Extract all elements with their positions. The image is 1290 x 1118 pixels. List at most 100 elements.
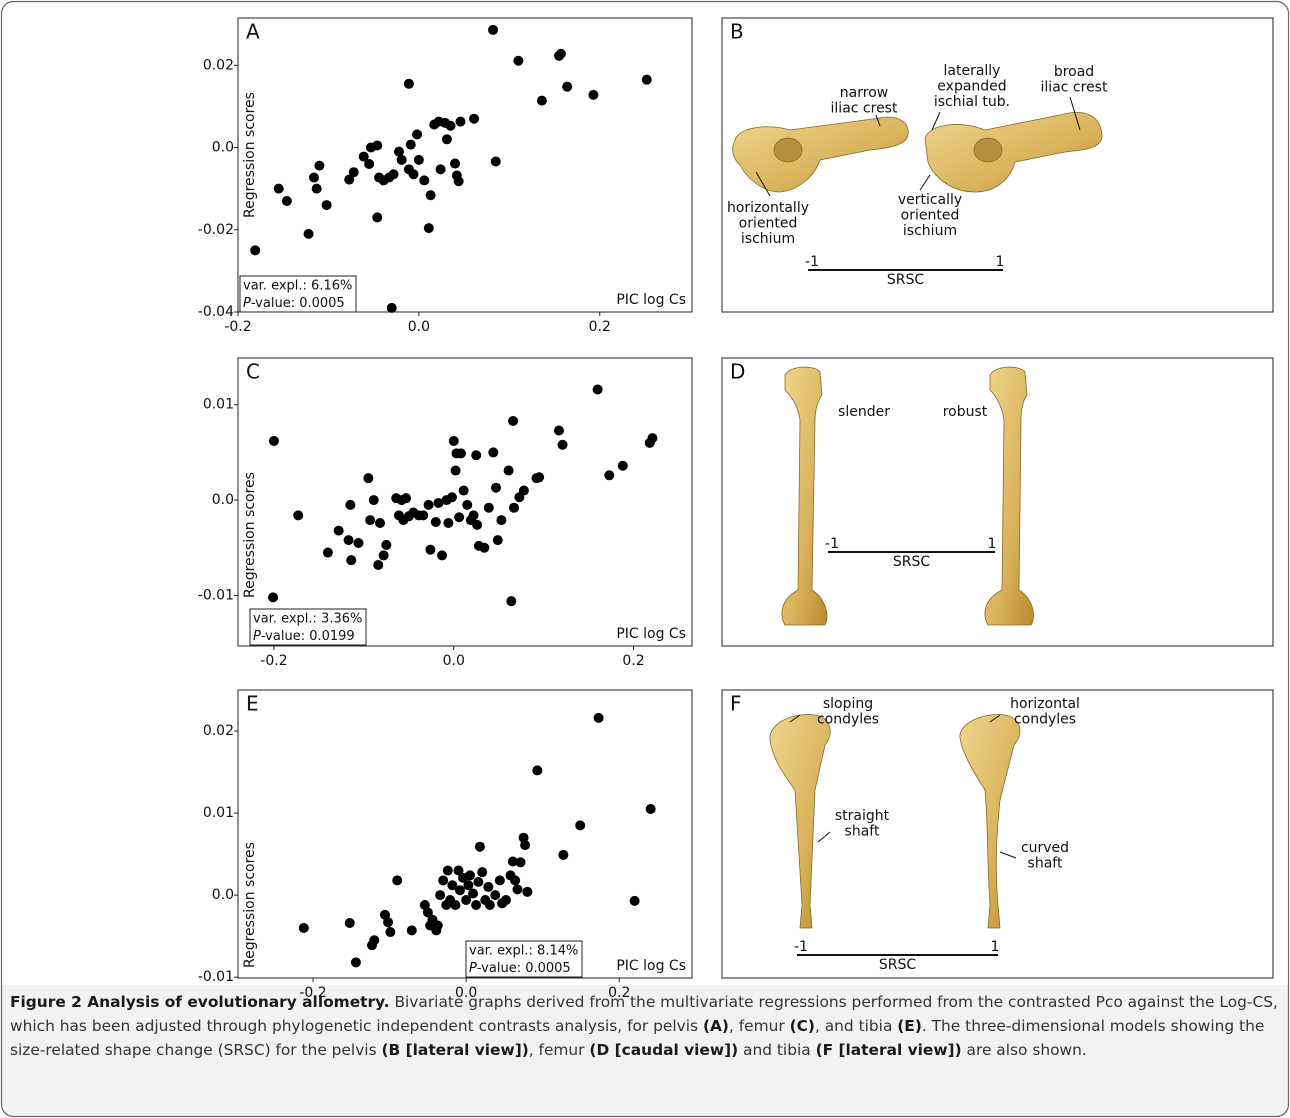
data-point xyxy=(353,538,364,549)
annotation: horizontal xyxy=(1010,696,1080,712)
p-rest: -value: 0.0005 xyxy=(477,961,571,976)
data-point xyxy=(492,535,503,546)
data-point xyxy=(443,517,454,528)
y-axis-label: Regression scores xyxy=(242,92,258,218)
data-point xyxy=(469,113,480,124)
scale-max: 1 xyxy=(991,939,1000,955)
x-axis-label: PIC log Cs xyxy=(616,958,686,974)
data-point xyxy=(494,875,505,886)
data-point xyxy=(392,875,403,886)
scale-max: 1 xyxy=(988,536,997,552)
data-point xyxy=(348,167,359,178)
data-point xyxy=(507,856,518,867)
data-point xyxy=(369,935,380,946)
data-point xyxy=(447,880,458,891)
data-point xyxy=(412,129,423,140)
data-point xyxy=(450,158,461,169)
data-point xyxy=(344,918,355,929)
data-point xyxy=(453,865,464,876)
data-point xyxy=(454,512,465,523)
data-point xyxy=(293,510,304,521)
data-point xyxy=(474,841,485,852)
data-point xyxy=(558,849,569,860)
data-point xyxy=(455,448,466,459)
annotation: broad xyxy=(1054,64,1094,80)
data-point xyxy=(448,435,459,446)
y-tick-label: 0.0 xyxy=(212,492,234,508)
data-point xyxy=(268,435,279,446)
data-point xyxy=(419,175,430,186)
data-point xyxy=(462,499,473,510)
annotation: shaft xyxy=(1028,856,1063,872)
data-point xyxy=(593,712,604,723)
data-point xyxy=(441,134,452,145)
annotation: robust xyxy=(943,404,988,420)
data-point xyxy=(418,510,429,521)
p-rest: -value: 0.0005 xyxy=(251,296,345,311)
caption-text: and tibia xyxy=(738,1041,816,1059)
y-tick-label: 0.0 xyxy=(212,887,234,903)
annotation: ischium xyxy=(903,223,957,239)
x-axis-label: PIC log Cs xyxy=(616,292,686,308)
data-point xyxy=(425,544,436,555)
y-axis-label: Regression scores xyxy=(242,472,258,598)
annotation: oriented xyxy=(739,216,798,232)
data-point xyxy=(534,472,545,483)
data-point xyxy=(641,74,652,85)
data-point xyxy=(455,885,466,896)
annotation: narrow xyxy=(840,85,888,101)
y-tick-label: -0.02 xyxy=(198,222,234,238)
data-point xyxy=(413,154,424,165)
data-point xyxy=(515,857,526,868)
data-point xyxy=(468,888,479,899)
data-point xyxy=(617,460,628,471)
data-point xyxy=(512,884,523,895)
caption-bold: Figure 2 Analysis of evolutionary allome… xyxy=(10,993,390,1011)
data-point xyxy=(513,55,524,66)
data-point xyxy=(575,820,586,831)
y-tick-label: 0.02 xyxy=(203,723,234,739)
x-axis-label: PIC log Cs xyxy=(616,626,686,642)
caption-bold: (B [lateral view]) xyxy=(381,1041,529,1059)
plot-frame xyxy=(237,357,693,647)
data-point xyxy=(405,139,416,150)
caption-text: , femur xyxy=(728,1017,790,1035)
data-point xyxy=(435,890,446,901)
scale-label: SRSC xyxy=(887,272,925,288)
data-point xyxy=(442,865,453,876)
annotation: ischium xyxy=(741,231,795,247)
data-point xyxy=(479,542,490,553)
data-point xyxy=(450,465,461,476)
x-tick-label: 0.0 xyxy=(408,319,430,335)
data-point xyxy=(425,190,436,201)
data-point xyxy=(346,555,357,566)
data-point xyxy=(363,473,374,484)
panel-letter: E xyxy=(246,692,259,716)
data-point xyxy=(314,160,325,171)
x-tick-label: 0.2 xyxy=(589,319,611,335)
data-point xyxy=(406,925,417,936)
annotation: straight xyxy=(835,808,890,824)
data-point xyxy=(555,48,566,59)
y-tick-label: -0.01 xyxy=(198,587,234,603)
scale-max: 1 xyxy=(996,254,1005,270)
data-point xyxy=(250,245,261,256)
data-point xyxy=(311,183,322,194)
data-point xyxy=(453,176,464,187)
data-point xyxy=(433,497,444,508)
data-point xyxy=(345,499,356,510)
data-point xyxy=(553,425,564,436)
data-point xyxy=(532,765,543,776)
illustration-frame xyxy=(721,17,1274,313)
data-point xyxy=(477,867,488,878)
data-point xyxy=(490,890,501,901)
data-point xyxy=(488,447,499,458)
data-point xyxy=(268,592,279,603)
p-italic: P xyxy=(243,296,251,311)
data-point xyxy=(438,875,449,886)
caption-text: . The three-dimensional models showing t… xyxy=(10,1017,1265,1059)
caption-text: , femur xyxy=(528,1041,590,1059)
y-tick-label: 0.01 xyxy=(203,805,234,821)
data-point xyxy=(375,517,386,528)
